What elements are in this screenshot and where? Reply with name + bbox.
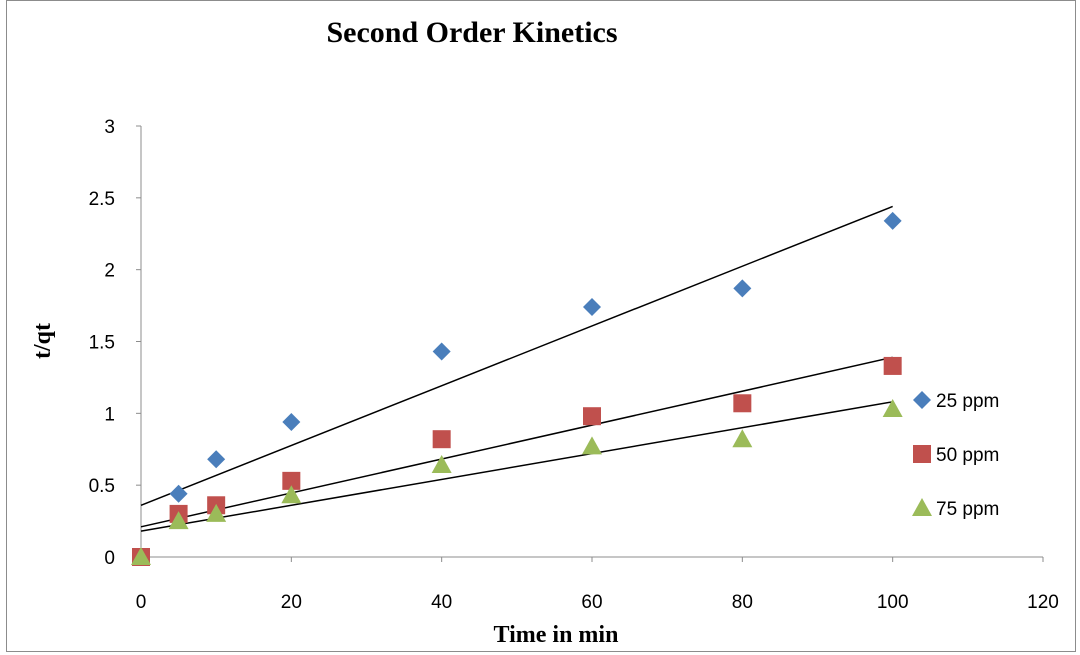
- data-point: [432, 342, 451, 361]
- data-point: [431, 455, 452, 474]
- y-tick-label: 0: [104, 548, 115, 569]
- chart-title: Second Order Kinetics: [326, 16, 617, 49]
- data-point: [583, 407, 601, 426]
- legend-label: 75 ppm: [936, 499, 999, 520]
- legend: 25 ppm 50 ppm 75 ppm: [912, 391, 999, 520]
- data-point: [282, 412, 301, 431]
- chart-frame: [6, 0, 1076, 652]
- data-point: [131, 547, 151, 565]
- data-point: [733, 394, 752, 413]
- legend-marker: [912, 498, 932, 516]
- data-point: [583, 298, 601, 317]
- data-points: [131, 211, 903, 566]
- data-point: [168, 511, 189, 530]
- y-tick-label: 1: [104, 404, 115, 425]
- data-point: [281, 485, 302, 504]
- trendline: [140, 401, 893, 532]
- trendlines: [140, 205, 893, 532]
- data-point: [282, 471, 301, 490]
- x-tick-label: 100: [877, 592, 909, 613]
- x-tick-label: 20: [281, 592, 302, 613]
- x-tick-label: 0: [136, 592, 147, 613]
- data-point: [883, 211, 902, 230]
- data-point: [582, 436, 602, 455]
- y-tick-label: 1.5: [89, 333, 115, 354]
- data-point: [169, 484, 188, 503]
- legend-label: 25 ppm: [936, 391, 999, 412]
- x-tick-label: 80: [732, 592, 753, 613]
- y-tick-label: 3: [104, 117, 115, 138]
- legend-marker: [913, 391, 931, 409]
- x-axis-label: Time in min: [494, 622, 619, 648]
- y-tick-label: 0.5: [89, 476, 115, 497]
- data-point: [207, 450, 226, 469]
- data-point: [883, 356, 902, 375]
- axes: 0 0.5 1 1.5 2 2.5 3 0 20 40 60 80 100 120: [89, 117, 1059, 613]
- x-tick-label: 60: [581, 592, 602, 613]
- data-point: [732, 429, 753, 448]
- trendline: [140, 205, 893, 506]
- data-point: [432, 430, 451, 449]
- legend-label: 50 ppm: [936, 445, 999, 466]
- y-tick-label: 2: [104, 261, 115, 282]
- trendline: [140, 356, 893, 528]
- x-tick-label: 40: [431, 592, 452, 613]
- y-axis-label: t/qt: [30, 323, 56, 359]
- data-point: [733, 279, 752, 298]
- data-point: [882, 399, 903, 418]
- data-point: [206, 503, 227, 522]
- y-tick-label: 2.5: [89, 189, 115, 210]
- x-tick-label: 120: [1027, 592, 1059, 613]
- legend-marker: [913, 445, 931, 463]
